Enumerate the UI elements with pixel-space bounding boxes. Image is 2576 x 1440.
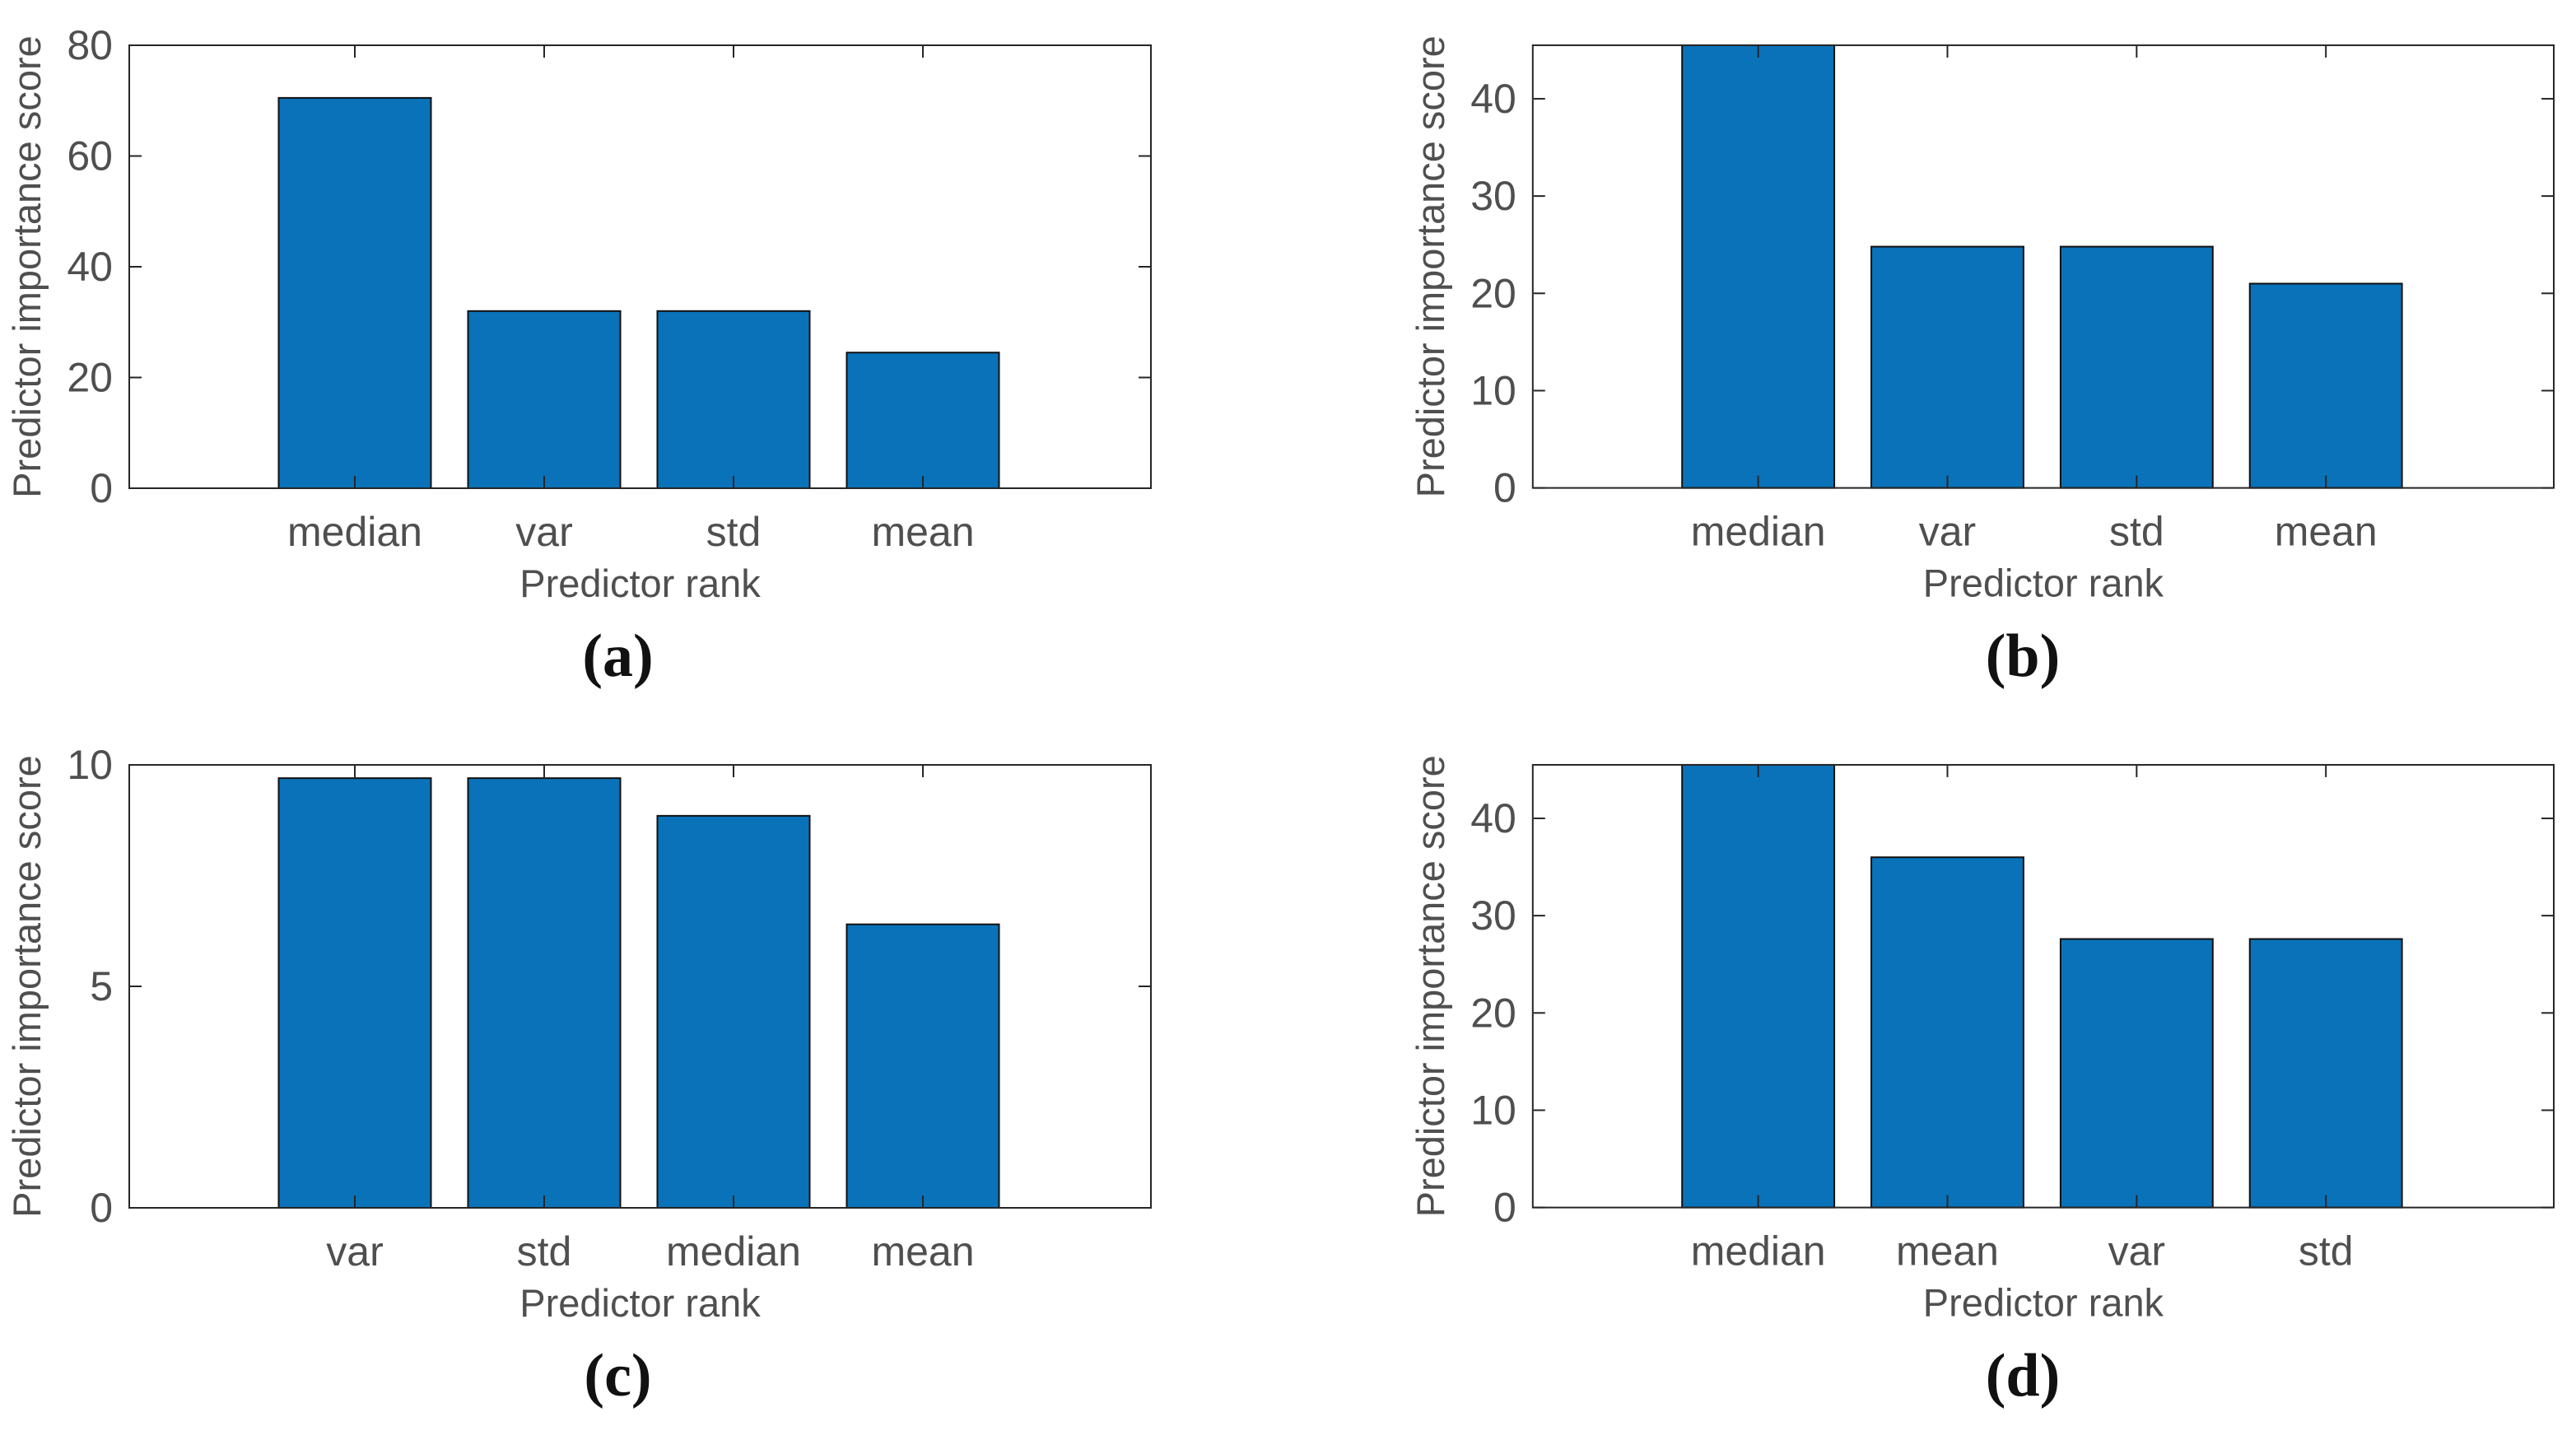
x-axis-label: Predictor rank — [1923, 1281, 2164, 1325]
x-tick-label: var — [1919, 509, 1976, 555]
axes-frame — [128, 764, 1152, 1209]
y-tick-label: 0 — [1493, 1185, 1516, 1231]
y-tick-label: 40 — [1470, 795, 1516, 841]
y-tick-label: 30 — [1470, 892, 1516, 939]
x-tick-label: var — [326, 1228, 383, 1275]
x-tick-label: var — [515, 509, 572, 555]
panel-d-caption: (d) — [1985, 1342, 2061, 1410]
x-tick-label: std — [2299, 1228, 2354, 1275]
x-tick-label: median — [666, 1228, 801, 1275]
y-axis-label: Predictor importance score — [5, 35, 49, 498]
y-tick-label: 20 — [1470, 270, 1516, 316]
y-tick-label: 20 — [1470, 990, 1516, 1036]
y-tick-label: 0 — [90, 465, 113, 511]
y-axis-label: Predictor importance score — [1409, 755, 1452, 1217]
y-tick-label: 0 — [1493, 465, 1516, 511]
y-tick-label: 60 — [67, 133, 113, 179]
bar-mean — [845, 352, 1000, 489]
x-tick-label: median — [287, 509, 422, 555]
panel-a: 0 20 40 60 80 median var std mean Predictor rank P… — [0, 0, 1288, 720]
x-tick-label: median — [1691, 1228, 1826, 1275]
x-tick-label: median — [1691, 509, 1826, 555]
y-tick-label: 10 — [1470, 367, 1516, 413]
y-tick-label: 0 — [90, 1185, 113, 1231]
x-tick-label: var — [2108, 1228, 2165, 1275]
bar-mean — [2248, 282, 2403, 489]
panel-c: 0 5 10 var std median mean Predictor rank Predic… — [0, 720, 1288, 1440]
bar-median — [277, 96, 432, 489]
axes-frame — [128, 44, 1152, 489]
y-tick-label: 40 — [67, 244, 113, 290]
x-axis-label: Predictor rank — [519, 1281, 761, 1325]
panel-c-caption: (c) — [584, 1342, 652, 1410]
panel-a-caption: (a) — [582, 622, 654, 690]
x-tick-label: std — [2109, 509, 2164, 555]
y-tick-label: 5 — [90, 963, 113, 1009]
bar-mean — [845, 923, 1000, 1209]
y-tick-label: 80 — [67, 22, 113, 68]
panel-d: 0 10 20 30 40 median mean var std Predictor rank P… — [1288, 720, 2576, 1440]
bar-median — [1681, 763, 1836, 1209]
x-axis-label: Predictor rank — [1923, 562, 2164, 605]
axes-frame — [1531, 44, 2555, 489]
x-tick-label: std — [706, 509, 762, 555]
bar-var — [467, 310, 622, 489]
bar-mean — [1870, 856, 2024, 1209]
bar-var — [277, 777, 432, 1209]
chart-d-canvas: 0 10 20 30 40 median mean var std Predictor rank P… — [1409, 755, 2555, 1325]
bar-median — [1681, 44, 1836, 489]
x-tick-label: mean — [871, 1228, 974, 1275]
bar-var — [1870, 245, 2024, 489]
y-axis-label: Predictor importance score — [1409, 35, 1452, 497]
bar-var — [2059, 938, 2214, 1209]
bar-std — [2248, 938, 2403, 1209]
panel-b-caption: (b) — [1985, 622, 2061, 690]
y-axis-label: Predictor importance score — [5, 755, 49, 1218]
axes-frame — [1531, 763, 2555, 1209]
bar-std — [656, 310, 811, 489]
bar-std — [2059, 245, 2214, 489]
bar-std — [467, 777, 622, 1209]
chart-a-canvas: 0 20 40 60 80 median var std mean Predictor rank P… — [5, 22, 1152, 605]
y-tick-label: 10 — [1470, 1087, 1516, 1133]
x-tick-label: mean — [1896, 1228, 1999, 1275]
bar-median — [656, 814, 811, 1209]
x-tick-label: std — [517, 1228, 572, 1275]
y-tick-label: 20 — [67, 355, 113, 401]
y-tick-label: 30 — [1470, 173, 1516, 219]
chart-b-canvas: 0 10 20 30 40 median var std mean Predictor rank P… — [1409, 35, 2555, 605]
x-tick-label: mean — [871, 509, 974, 555]
y-tick-label: 10 — [67, 742, 113, 788]
chart-c-canvas: 0 5 10 var std median mean Predictor rank Predic… — [5, 742, 1152, 1325]
y-tick-label: 40 — [1470, 76, 1516, 122]
x-tick-label: mean — [2275, 509, 2378, 555]
panel-b: 0 10 20 30 40 median var std mean Predictor rank P… — [1288, 0, 2576, 720]
x-axis-label: Predictor rank — [519, 562, 761, 605]
